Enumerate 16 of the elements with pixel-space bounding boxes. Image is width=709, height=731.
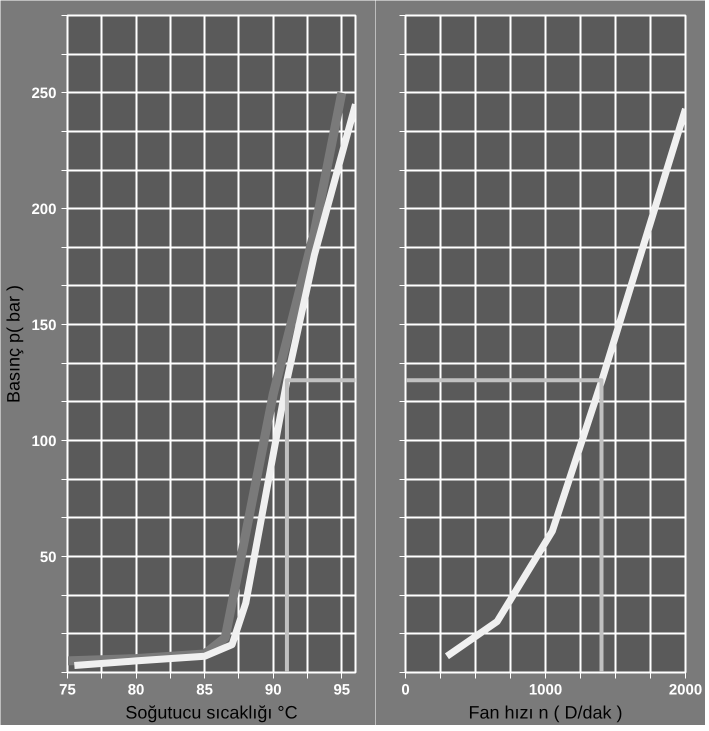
- x-tick-label: 90: [264, 682, 282, 698]
- x-tick-label: 1000: [528, 682, 562, 698]
- x-tick-label: 80: [128, 682, 144, 698]
- y-tick-label: 150: [31, 317, 57, 334]
- y-tick-label: 50: [40, 549, 57, 566]
- x-tick-label: 2000: [668, 682, 702, 698]
- x-tick-label: 85: [196, 682, 213, 698]
- y-tick-label: 250: [31, 85, 57, 102]
- y-tick-label: 100: [31, 433, 57, 450]
- y-tick-label: 200: [31, 201, 57, 218]
- x-axis-title: Soğutucu sıcaklığı °C: [125, 702, 298, 722]
- x-axis-title: Fan hızı n ( D/dak ): [468, 702, 623, 722]
- x-tick-label: 95: [333, 682, 350, 698]
- y-axis-title: Basınç p( bar ): [3, 284, 24, 404]
- x-tick-label: 75: [59, 682, 76, 698]
- x-tick-label: 0: [401, 682, 410, 698]
